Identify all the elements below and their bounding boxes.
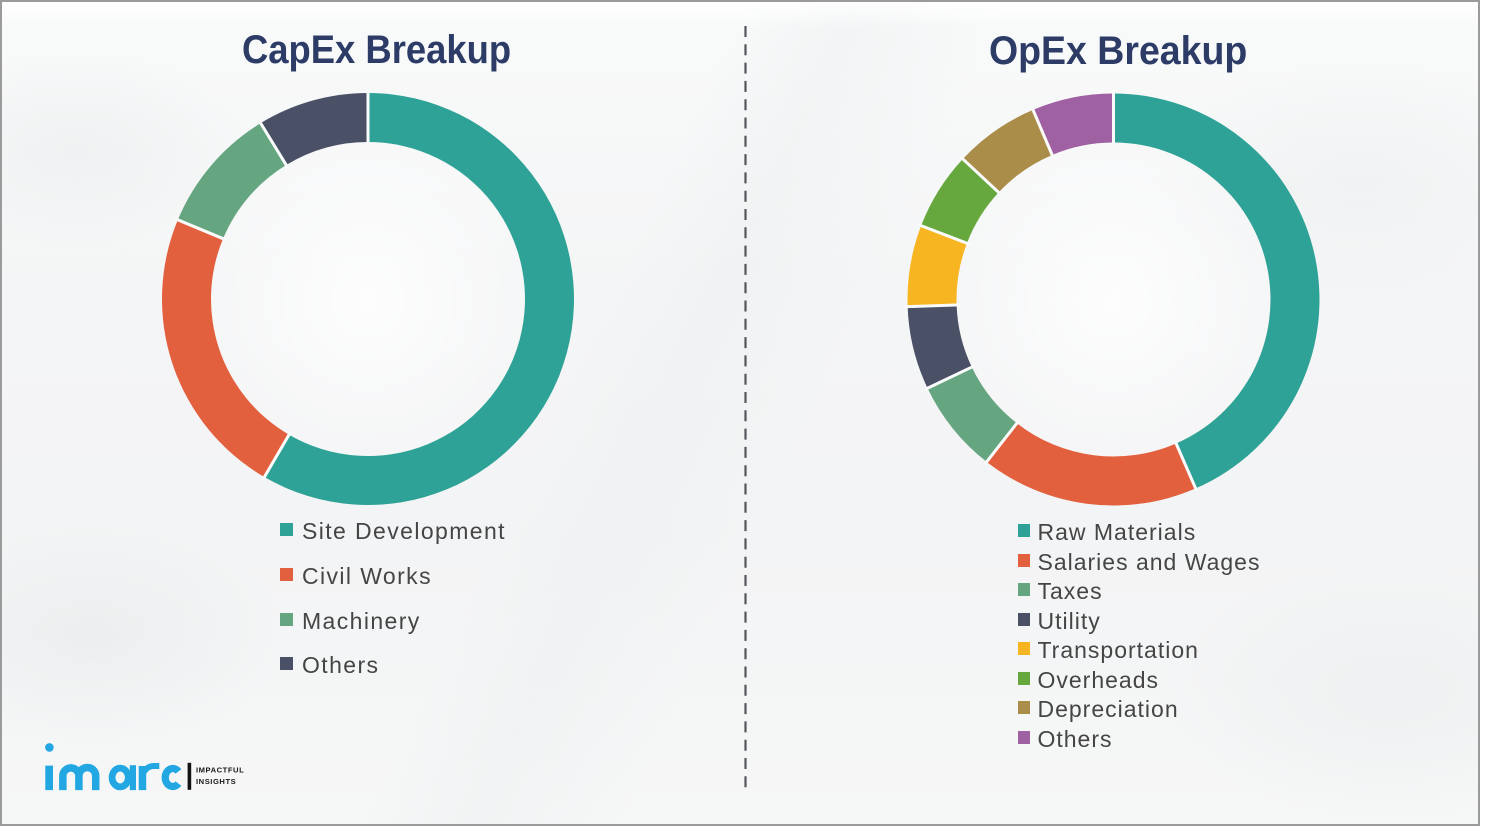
svg-text:IMPACTFUL: IMPACTFUL bbox=[196, 765, 244, 774]
svg-text:INSIGHTS: INSIGHTS bbox=[196, 777, 236, 786]
